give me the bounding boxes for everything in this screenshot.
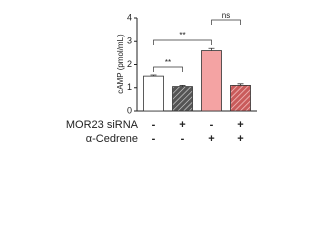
error-bar (150, 74, 157, 77)
row-sign: - (181, 133, 185, 145)
row-sign: - (152, 133, 156, 145)
y-tick-label: 0 (127, 105, 132, 115)
annotation: ** (179, 31, 185, 40)
y-tick-label: 4 (127, 12, 132, 22)
annotation: ** (165, 58, 171, 67)
error-bar (179, 85, 186, 87)
y-tick-label: 2 (127, 59, 132, 69)
row-sign: + (208, 133, 214, 145)
bar (201, 50, 222, 112)
row-sign: + (237, 119, 243, 131)
row-label: MOR23 siRNA (66, 119, 139, 131)
error-bar (208, 47, 215, 51)
bracket (153, 39, 212, 45)
bracket (211, 19, 241, 25)
row-sign: + (179, 119, 185, 131)
row-label: α-Cedrene (86, 133, 138, 145)
bracket (153, 66, 183, 72)
y-axis-label: cAMP (pmol/mL) (116, 34, 125, 94)
row-sign: + (237, 133, 243, 145)
row-sign: - (210, 119, 214, 131)
bar (143, 75, 164, 112)
bar (172, 86, 193, 112)
chart: cAMP (pmol/mL) 0 1 2 3 4 ** ** ns MOR23 siRNA - + -… (66, 11, 257, 145)
bar (230, 85, 251, 112)
annotation: ns (222, 11, 230, 20)
error-bar (237, 83, 244, 86)
row-sign: - (152, 119, 156, 131)
y-tick-label: 3 (127, 36, 132, 46)
y-tick-label: 1 (127, 82, 132, 92)
